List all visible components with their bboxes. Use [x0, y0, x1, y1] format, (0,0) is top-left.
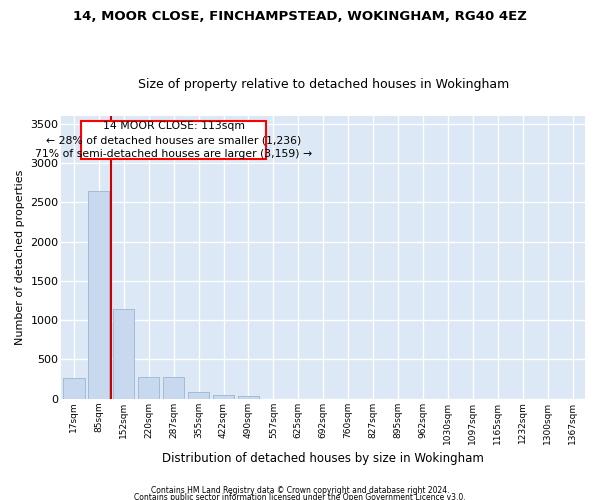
Bar — [163, 377, 184, 399]
Bar — [64, 378, 85, 399]
Y-axis label: Number of detached properties: Number of detached properties — [15, 170, 25, 345]
X-axis label: Distribution of detached houses by size in Wokingham: Distribution of detached houses by size … — [162, 452, 484, 465]
Text: Contains HM Land Registry data © Crown copyright and database right 2024.: Contains HM Land Registry data © Crown c… — [151, 486, 449, 495]
Title: Size of property relative to detached houses in Wokingham: Size of property relative to detached ho… — [137, 78, 509, 91]
Bar — [188, 392, 209, 399]
Bar — [88, 191, 109, 399]
Text: 14 MOOR CLOSE: 113sqm
← 28% of detached houses are smaller (1,236)
71% of semi-d: 14 MOOR CLOSE: 113sqm ← 28% of detached … — [35, 121, 312, 159]
Text: Contains public sector information licensed under the Open Government Licence v3: Contains public sector information licen… — [134, 494, 466, 500]
Bar — [213, 395, 234, 399]
FancyBboxPatch shape — [82, 122, 266, 159]
Bar — [238, 396, 259, 399]
Bar — [113, 309, 134, 399]
Text: 14, MOOR CLOSE, FINCHAMPSTEAD, WOKINGHAM, RG40 4EZ: 14, MOOR CLOSE, FINCHAMPSTEAD, WOKINGHAM… — [73, 10, 527, 23]
Bar — [138, 377, 160, 399]
